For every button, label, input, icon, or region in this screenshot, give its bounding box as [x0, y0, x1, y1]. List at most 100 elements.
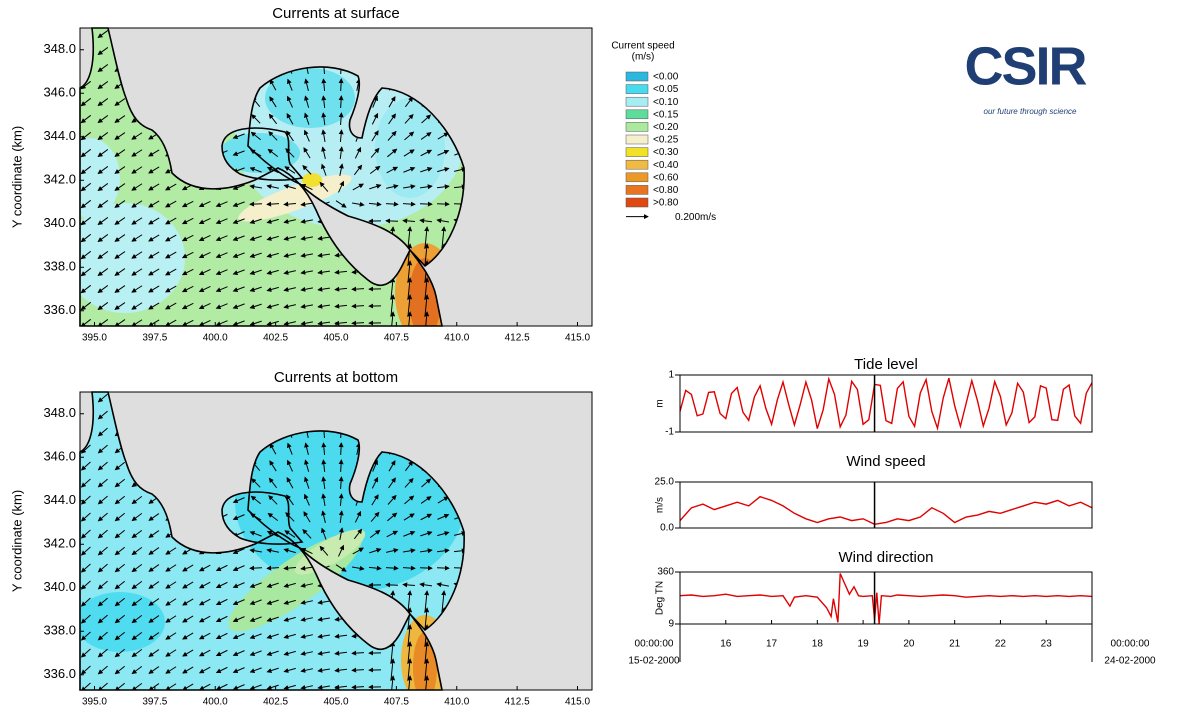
current-arrow: [437, 513, 450, 520]
current-arrow: [283, 218, 296, 224]
current-arrow: [317, 633, 330, 639]
current-arrow: [131, 234, 143, 242]
current-arrow: [352, 183, 364, 191]
current-arrow: [165, 319, 177, 326]
current-arrow: [97, 410, 108, 420]
current-arrow: [404, 131, 415, 141]
speed-zone: [220, 133, 300, 173]
legend-label: <0.00: [653, 72, 679, 83]
x-tick-label: 400.0: [203, 697, 228, 708]
current-arrow: [302, 529, 312, 539]
current-arrow: [403, 513, 415, 521]
current-arrow: [80, 80, 92, 90]
current-arrow: [286, 113, 294, 125]
current-arrow: [369, 165, 381, 175]
current-arrow: [232, 514, 245, 521]
current-arrow: [114, 614, 125, 624]
current-arrow: [80, 495, 91, 505]
x-tick-label: 21: [949, 639, 961, 650]
current-arrow: [131, 285, 143, 293]
x-tick-label: 400.0: [203, 333, 228, 344]
current-arrow: [131, 496, 143, 505]
current-arrow: [80, 597, 91, 607]
current-arrow: [371, 112, 379, 125]
current-arrow: [232, 150, 245, 156]
current-arrow: [266, 286, 279, 292]
current-arrow: [437, 496, 449, 504]
current-arrow: [97, 234, 109, 243]
y-tick-label: 346.0: [43, 449, 76, 464]
current-arrow: [249, 684, 262, 690]
panel-frame: [679, 374, 1093, 433]
current-arrow: [80, 563, 91, 573]
current-arrow: [419, 218, 433, 224]
current-arrow: [198, 303, 211, 310]
x-tick-label: 402.5: [263, 697, 288, 708]
current-arrow: [131, 183, 143, 191]
current-arrow: [198, 632, 211, 640]
current-arrow: [114, 648, 125, 658]
current-arrow: [266, 320, 279, 326]
current-arrow: [198, 564, 211, 572]
current-arrow: [403, 530, 416, 537]
current-arrow: [251, 114, 261, 124]
current-arrow: [402, 201, 416, 207]
current-arrow: [215, 564, 228, 572]
y-axis-label: Y coordinate (km): [9, 490, 24, 592]
current-arrow: [283, 582, 296, 588]
current-arrow: [338, 510, 344, 524]
current-arrow: [80, 648, 91, 658]
panel-title: Wind speed: [846, 453, 925, 470]
current-arrow: [317, 684, 330, 690]
current-arrow: [283, 684, 296, 690]
current-arrow: [114, 580, 125, 590]
current-arrow: [321, 442, 327, 456]
x-tick-date: 15-02-2000: [628, 656, 680, 667]
current-arrow: [97, 563, 108, 573]
current-arrow: [198, 201, 211, 208]
current-arrow: [420, 149, 433, 157]
current-arrow: [97, 393, 108, 403]
legend-label: <0.20: [653, 122, 679, 133]
current-arrow: [182, 649, 194, 657]
current-arrow: [131, 598, 143, 607]
current-arrow: [352, 201, 365, 207]
current-arrow: [266, 599, 279, 605]
current-arrow: [304, 459, 310, 472]
current-arrow: [437, 132, 449, 140]
current-arrow: [232, 133, 245, 139]
current-arrow: [165, 200, 177, 208]
current-arrow: [371, 476, 379, 489]
current-arrow: [249, 201, 263, 207]
current-arrow: [269, 96, 277, 108]
current-arrow: [181, 217, 194, 225]
current-arrow: [80, 250, 92, 260]
current-arrow: [421, 478, 432, 488]
current-arrow: [386, 184, 399, 190]
current-arrow: [131, 166, 143, 174]
current-arrow: [165, 268, 177, 276]
current-arrow: [97, 546, 108, 556]
legend-swatch: [625, 109, 649, 120]
current-arrow: [300, 286, 313, 292]
current-arrow: [304, 78, 309, 91]
current-arrow: [403, 548, 416, 554]
legend-label: <0.40: [653, 160, 679, 171]
current-arrow: [80, 546, 91, 556]
x-tick-label: 397.5: [142, 333, 167, 344]
current-arrow: [148, 598, 160, 606]
current-arrow: [131, 666, 143, 675]
current-arrow: [420, 496, 432, 504]
current-arrow: [198, 615, 211, 623]
current-arrow: [369, 529, 381, 539]
y-tick-label: 340.0: [43, 579, 76, 594]
current-arrow: [338, 476, 344, 490]
y-tick-label: 348.0: [43, 405, 76, 420]
current-arrow: [317, 650, 330, 656]
current-arrow: [334, 320, 348, 326]
current-arrow: [249, 633, 262, 639]
current-arrow: [334, 667, 348, 673]
current-arrow: [80, 614, 91, 624]
current-arrow: [300, 320, 313, 326]
current-arrow: [232, 184, 245, 190]
